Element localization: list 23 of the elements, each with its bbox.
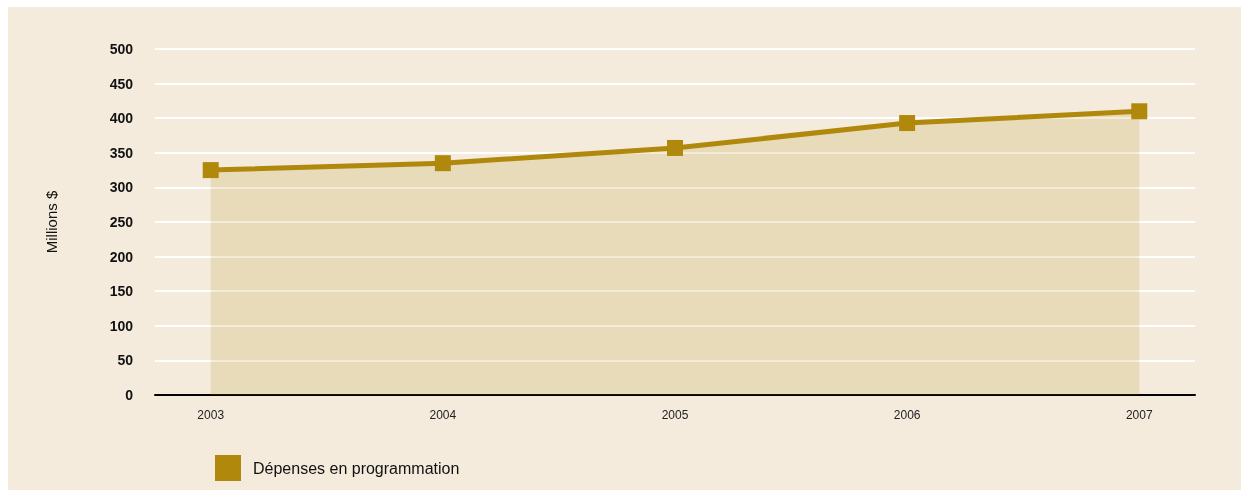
- y-axis-title: Millions $: [43, 190, 60, 254]
- y-tick-label: 200: [109, 248, 134, 265]
- x-tick-label: 2007: [1125, 408, 1153, 422]
- x-tick-label: 2003: [197, 408, 225, 422]
- y-tick-label: 300: [109, 179, 134, 196]
- legend-label: Dépenses en programmation: [253, 459, 460, 477]
- y-tick-label: 500: [109, 41, 134, 57]
- y-tick-label: 250: [109, 214, 134, 230]
- point: [899, 115, 916, 132]
- x-tick-label: 2006: [893, 408, 921, 422]
- point: [434, 155, 451, 172]
- y-tick-label: 450: [109, 75, 134, 92]
- y-tick-label: 100: [109, 317, 134, 334]
- y-tick-label: 150: [109, 283, 134, 300]
- x-tick-label: 2004: [429, 408, 457, 422]
- y-tick-label: 0: [125, 387, 134, 403]
- point: [202, 162, 219, 179]
- point: [667, 139, 683, 156]
- y-tick-label: 400: [109, 110, 134, 127]
- x-tick-label: 2005: [661, 408, 689, 422]
- y-tick-label: 350: [109, 144, 134, 161]
- y-tick-label: 50: [117, 352, 134, 369]
- point: [1131, 103, 1148, 120]
